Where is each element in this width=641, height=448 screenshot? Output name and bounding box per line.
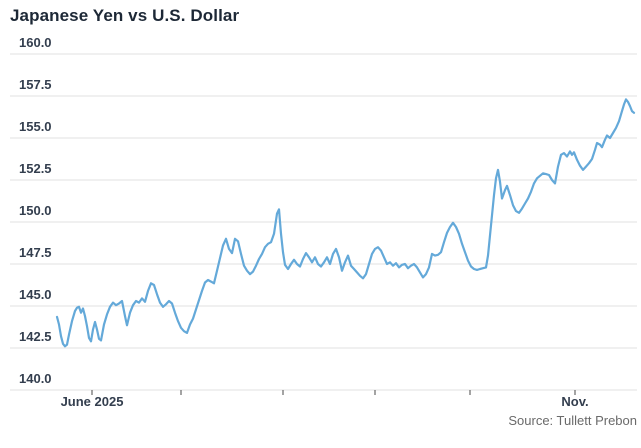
- y-axis-label: 142.5: [19, 329, 52, 344]
- chart-title: Japanese Yen vs U.S. Dollar: [10, 6, 240, 25]
- y-axis-label: 160.0: [19, 35, 52, 50]
- y-axis-label: 140.0: [19, 371, 52, 386]
- price-line: [55, 98, 636, 348]
- x-axis-label: June 2025: [60, 394, 124, 409]
- y-axis-label: 152.5: [19, 161, 52, 176]
- y-axis-label: 155.0: [19, 119, 52, 134]
- y-axis-label: 147.5: [19, 245, 52, 260]
- x-axis-label: Nov.: [561, 394, 589, 409]
- y-axis-label: 157.5: [19, 77, 52, 92]
- y-axis-label: 150.0: [19, 203, 52, 218]
- y-axis-label: 145.0: [19, 287, 52, 302]
- source-attribution: Source: Tullett Prebon: [508, 413, 637, 428]
